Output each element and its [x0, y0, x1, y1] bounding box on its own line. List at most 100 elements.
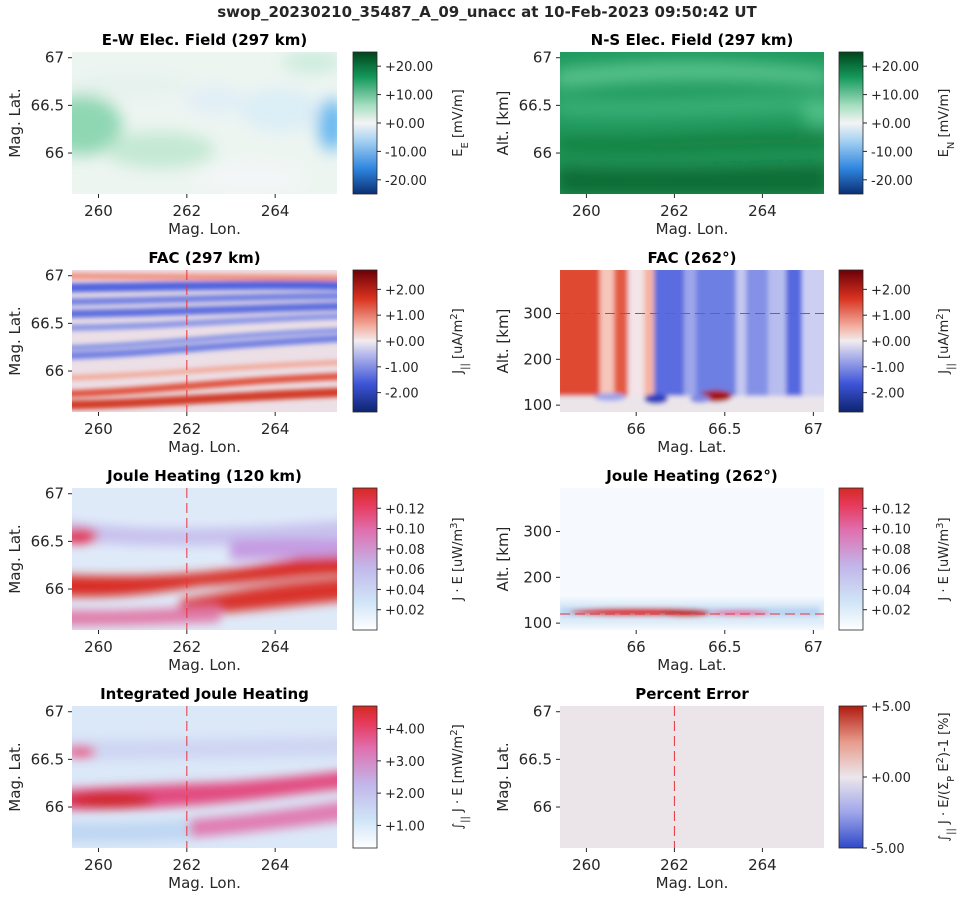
colorbar-label: J · E [uW/m3]: [449, 517, 467, 601]
x-tick-label: 260: [84, 202, 113, 220]
colorbar: [352, 705, 378, 849]
panel-ew: E-W Elec. Field (297 km) 260 262 264 66 66.5 6…: [6, 31, 471, 238]
y-tick-label: 100: [523, 614, 552, 632]
colorbar-tick-label: +1.00: [871, 309, 911, 324]
colorbar-tick-label: -10.00: [385, 145, 427, 160]
x-axis-label: Mag. Lon.: [168, 656, 241, 674]
colorbar-tick-label: -2.00: [385, 387, 419, 402]
panel-title: E-W Elec. Field (297 km): [102, 31, 307, 49]
colorbar: [352, 269, 378, 413]
panel-title: Percent Error: [635, 685, 749, 703]
colorbar-tick-label: +10.00: [385, 89, 433, 104]
x-tick-label: 66.5: [708, 420, 741, 438]
panel-jh_alt: Joule Heating (262°) 66 66.5 67 100 200 300 Mag…: [494, 467, 952, 674]
colorbar-tick-label: +2.00: [385, 787, 425, 802]
y-tick-label: 66: [533, 798, 552, 816]
panel-title: FAC (297 km): [148, 249, 260, 267]
colorbar-tick-label: +0.06: [871, 563, 911, 578]
x-axis-label: Mag. Lon.: [168, 220, 241, 238]
x-tick-label: 262: [173, 202, 202, 220]
panel-title: Integrated Joule Heating: [100, 685, 309, 703]
colorbar-label: J|| [uA/m2]: [449, 308, 471, 374]
figure-title: swop_20230210_35487_A_09_unacc at 10-Feb…: [217, 3, 757, 21]
x-axis-label: Mag. Lat.: [657, 656, 726, 674]
colorbar: [838, 705, 864, 849]
y-tick-label: 67: [533, 703, 552, 721]
y-tick-label: 66: [533, 144, 552, 162]
colorbar-tick-label: +0.00: [385, 335, 425, 350]
colorbar-tick-label: +4.00: [385, 723, 425, 738]
y-tick-label: 67: [533, 49, 552, 67]
colorbar-tick-label: +0.08: [385, 543, 425, 558]
colorbar-tick-label: +0.12: [871, 502, 911, 517]
panel-jh_lon: Joule Heating (120 km) 260 262 264 66 66.5 67 M…: [6, 467, 466, 674]
colorbar-tick-label: -2.00: [871, 387, 905, 402]
x-tick-label: 264: [261, 638, 290, 656]
x-tick-label: 260: [84, 638, 113, 656]
x-tick-label: 264: [748, 856, 777, 874]
x-tick-label: 264: [261, 856, 290, 874]
colorbar-tick-label: +0.02: [871, 604, 911, 619]
y-tick-label: 67: [45, 267, 64, 285]
y-tick-label: 67: [45, 49, 64, 67]
colorbar: [352, 487, 378, 631]
panel-fac_lon: FAC (297 km) 260 262 264 66 66.5 67 Mag. Lon. Ma…: [6, 249, 471, 456]
x-tick-label: 260: [84, 856, 113, 874]
colorbar-tick-label: +0.00: [871, 771, 911, 786]
heatmap-jh-alt: [560, 488, 824, 630]
colorbar-tick-label: +5.00: [871, 700, 911, 715]
y-tick-label: 66.5: [519, 750, 552, 768]
panel-ijh: Integrated Joule Heating 260 262 264 66 66.5 6…: [6, 685, 471, 892]
heatmap-fac-alt: [560, 270, 824, 412]
x-tick-label: 260: [572, 856, 601, 874]
x-tick-label: 264: [261, 420, 290, 438]
heatmap-ijh: [72, 706, 337, 848]
y-tick-label: 66.5: [31, 750, 64, 768]
x-axis-label: Mag. Lon.: [168, 438, 241, 456]
colorbar-label: J · E [uW/m3]: [935, 517, 953, 601]
x-axis-label: Mag. Lon.: [656, 874, 729, 892]
x-tick-label: 264: [261, 202, 290, 220]
colorbar-tick-label: +1.00: [385, 819, 425, 834]
colorbar-tick-label: +20.00: [871, 60, 919, 75]
x-tick-label: 262: [660, 856, 689, 874]
panel-title: FAC (262°): [648, 249, 737, 267]
colorbar-label: ∫|| J · E [mW/m2]: [449, 724, 471, 829]
colorbar-tick-label: +0.04: [871, 583, 911, 598]
y-tick-label: 66: [45, 144, 64, 162]
colorbar-tick-label: -5.00: [871, 842, 905, 857]
x-tick-label: 262: [173, 638, 202, 656]
colorbar-tick-label: +0.10: [385, 523, 425, 538]
y-axis-label: Mag. Lat.: [494, 742, 512, 811]
heatmap-ns-field: [560, 52, 824, 194]
y-axis-label: Mag. Lat.: [6, 742, 24, 811]
x-tick-label: 260: [84, 420, 113, 438]
colorbar: [352, 51, 378, 195]
colorbar-tick-label: +10.00: [871, 89, 919, 104]
colorbar-tick-label: +0.04: [385, 583, 425, 598]
colorbar: [838, 269, 864, 413]
colorbar-tick-label: -1.00: [385, 361, 419, 376]
y-tick-label: 66.5: [31, 96, 64, 114]
panel-title: Joule Heating (262°): [605, 467, 777, 485]
colorbar: [838, 51, 864, 195]
x-tick-label: 66.5: [708, 638, 741, 656]
x-tick-label: 264: [748, 202, 777, 220]
x-tick-label: 66: [627, 420, 646, 438]
heatmap-perr: [560, 706, 824, 848]
colorbar-tick-label: +0.00: [871, 335, 911, 350]
y-axis-label: Mag. Lat.: [6, 306, 24, 375]
y-tick-label: 67: [45, 703, 64, 721]
colorbar-tick-label: -1.00: [871, 361, 905, 376]
colorbar-tick-label: +0.08: [871, 543, 911, 558]
panel-ns: N-S Elec. Field (297 km) 260 262 264 66 66.5 6…: [494, 31, 957, 238]
heatmap-fac-lon: [72, 270, 337, 412]
y-tick-label: 66.5: [31, 314, 64, 332]
x-axis-label: Mag. Lon.: [656, 220, 729, 238]
colorbar-tick-label: +0.12: [385, 502, 425, 517]
y-tick-label: 66: [45, 798, 64, 816]
y-tick-label: 300: [523, 523, 552, 541]
x-tick-label: 262: [173, 420, 202, 438]
heatmap-jh-lon: [72, 488, 337, 630]
y-axis-label: Alt. [km]: [494, 527, 512, 592]
